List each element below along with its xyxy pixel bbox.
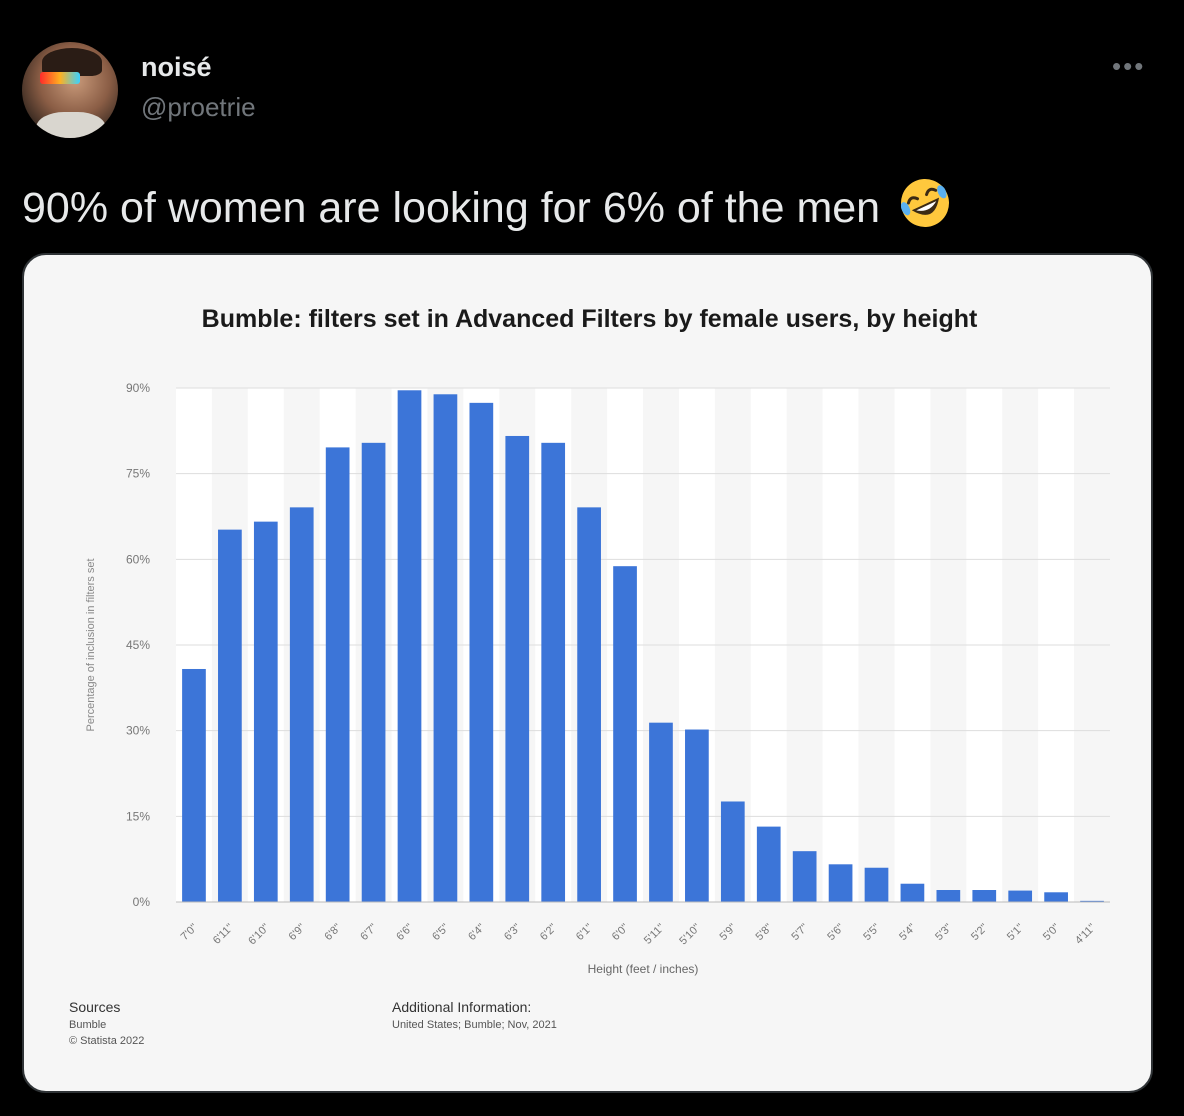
- bar: [433, 394, 458, 902]
- x-tick-label: 7'0": [179, 922, 200, 943]
- bar: [720, 801, 745, 902]
- tweet-text-content: 90% of women are looking for 6% of the m…: [22, 184, 881, 232]
- sources-heading: Sources: [69, 999, 121, 1015]
- y-tick-label: 75%: [126, 467, 150, 481]
- bar: [936, 890, 961, 902]
- x-tick-label: 5'11": [642, 922, 667, 947]
- additional-info-block: Additional Information: United States; B…: [392, 999, 557, 1031]
- sources-line: Bumble: [69, 1019, 107, 1031]
- bar: [613, 566, 637, 902]
- bar: [685, 729, 709, 902]
- x-tick-label: 5'3": [933, 922, 954, 943]
- bar: [253, 521, 278, 902]
- y-tick-label: 30%: [126, 724, 150, 738]
- user-handle[interactable]: @proetrie: [141, 92, 256, 122]
- bar: [900, 883, 925, 902]
- bar: [1080, 900, 1104, 902]
- x-tick-label: 6'7": [358, 922, 379, 943]
- bar: [325, 447, 350, 902]
- x-tick-label: 5'8": [753, 922, 774, 943]
- bar: [792, 851, 817, 902]
- bar: [469, 402, 494, 902]
- bar: [361, 442, 386, 902]
- avatar-hair: [42, 48, 102, 76]
- avatar-glasses: [40, 72, 80, 84]
- x-tick-label: 5'7": [789, 922, 810, 943]
- bar: [1008, 890, 1033, 902]
- sources-block: Sources Bumble © Statista 2022: [69, 999, 144, 1047]
- bar: [577, 507, 601, 902]
- avatar[interactable]: [22, 42, 118, 138]
- x-tick-label: 5'1": [1005, 922, 1026, 943]
- bar-chart: 0% 15% 30% 45% 60% 75% 90% 7'0" 6'11" 6'10" 6'9" 6'…: [85, 381, 1110, 976]
- bar: [864, 867, 889, 902]
- x-tick-label: 5'5": [861, 922, 882, 943]
- tweet-media-image[interactable]: Bumble: filters set in Advanced Filters …: [22, 253, 1153, 1093]
- bar: [218, 529, 242, 902]
- x-tick-label: 6'5": [430, 922, 451, 943]
- chart-title: Bumble: filters set in Advanced Filters …: [201, 305, 978, 333]
- bar: [649, 722, 673, 902]
- x-tick-label: 5'0": [1041, 922, 1062, 943]
- x-axis-label: Height (feet / inches): [588, 962, 699, 976]
- y-tick-label: 15%: [126, 809, 150, 823]
- x-tick-label: 5'4": [897, 922, 918, 943]
- additional-info-heading: Additional Information:: [392, 999, 532, 1015]
- x-tick-label: 6'11": [211, 922, 236, 947]
- y-tick-label: 60%: [126, 552, 150, 566]
- x-tick-label: 4'11": [1073, 922, 1098, 947]
- y-axis-label: Percentage of inclusion in filters set: [85, 558, 97, 731]
- x-tick-label: 6'4": [466, 922, 487, 943]
- y-tick-label: 45%: [126, 638, 150, 652]
- x-tick-label: 6'1": [574, 922, 595, 943]
- rolling-laughing-emoji-icon: [900, 179, 950, 227]
- bar: [828, 864, 853, 902]
- y-tick-label: 0%: [133, 895, 151, 909]
- additional-info-text: United States; Bumble; Nov, 2021: [392, 1019, 557, 1031]
- x-tick-label: 6'2": [538, 922, 559, 943]
- more-options-icon[interactable]: •••: [1112, 51, 1146, 81]
- bar: [397, 390, 422, 902]
- bar: [756, 826, 781, 902]
- display-name[interactable]: noisé: [141, 52, 212, 82]
- bar: [289, 507, 314, 902]
- bar: [972, 890, 997, 902]
- sources-line: © Statista 2022: [69, 1035, 145, 1047]
- x-tick-label: 6'3": [502, 922, 523, 943]
- bar: [1044, 892, 1068, 902]
- bar: [541, 442, 566, 902]
- x-tick-label: 6'9": [286, 922, 307, 943]
- x-tick-label: 5'2": [969, 922, 990, 943]
- tweet-text: 90% of women are looking for 6% of the m…: [22, 176, 952, 233]
- x-tick-label: 6'10": [246, 922, 272, 948]
- x-tick-label: 5'6": [825, 922, 846, 943]
- bar: [505, 435, 530, 902]
- x-tick-label: 6'8": [322, 922, 343, 943]
- x-tick-label: 6'0": [610, 922, 631, 943]
- avatar-shirt: [36, 112, 106, 138]
- x-tick-label: 5'10": [677, 922, 703, 948]
- x-tick-label: 6'6": [394, 922, 415, 943]
- y-tick-label: 90%: [126, 381, 150, 395]
- x-tick-label: 5'9": [718, 922, 739, 943]
- bar: [182, 668, 206, 902]
